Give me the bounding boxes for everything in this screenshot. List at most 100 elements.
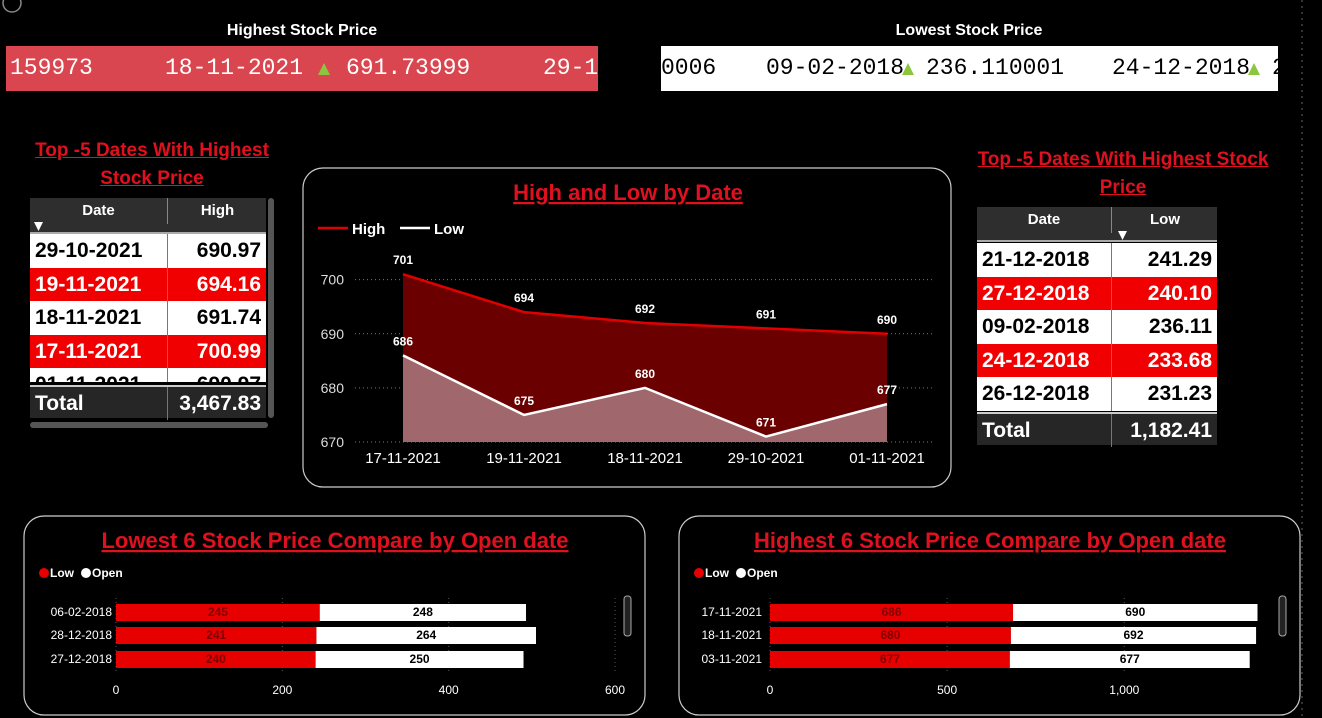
bar [1013, 604, 1258, 621]
column-header: High [167, 198, 267, 224]
data-label: 701 [393, 253, 413, 267]
line [402, 354, 888, 438]
table-cell: 241.29 [1111, 243, 1217, 277]
bar [116, 604, 320, 621]
scrollbar [623, 595, 632, 637]
chart-frame [302, 167, 952, 488]
y-tick-label: 17-11-2021 [702, 605, 763, 619]
column-header: Low [1111, 207, 1218, 233]
bar [1010, 627, 1257, 644]
y-tick-label: 680 [321, 380, 345, 396]
arrow-icon [1118, 231, 1127, 240]
x-tick-label: 200 [272, 683, 292, 697]
data-label: 671 [756, 416, 776, 430]
y-tick-label: 700 [321, 272, 345, 288]
ticker-item: 0006 [661, 55, 717, 81]
ticker: 159973 18-11-2021 691.73999 29-1 [6, 46, 598, 91]
legend-label: Low [434, 221, 464, 238]
bar [319, 604, 527, 621]
ticker-item: 2 [1272, 55, 1278, 81]
arrow [34, 222, 43, 231]
data-label: 692 [635, 302, 655, 316]
table-cell: 694.16 [167, 267, 266, 302]
ticker-item: 24-12-2018 [1112, 55, 1251, 81]
table-body: 21-12-2018 241.29 27-12-2018 240.10 09-02-20… [977, 243, 1217, 411]
total-cell: 1,182.41 [1111, 414, 1217, 447]
table-cell: 09-02-2018 [977, 310, 1111, 344]
arrow [1118, 231, 1127, 240]
table-cell: 24-12-2018 [977, 343, 1111, 378]
y-tick-label: 06-02-2018 [51, 605, 113, 619]
data-label: 677 [880, 652, 900, 666]
table-cell: 01-11-2021 [30, 368, 167, 382]
back-icon[interactable] [2, 0, 22, 13]
data-label: 686 [882, 605, 902, 619]
table-cell: 27-12-2018 [977, 276, 1111, 311]
total-cell: 3,467.83 [167, 387, 266, 420]
bar [770, 651, 1010, 668]
data-label: 240 [206, 652, 226, 666]
table-cell: 231.23 [1111, 377, 1217, 411]
ticker-item: 159973 [10, 55, 93, 81]
legend-swatch [39, 568, 49, 578]
x-tick-label: 500 [937, 683, 957, 697]
data-label: 675 [514, 394, 534, 408]
ticker-title: Highest Stock Price [226, 22, 378, 39]
x-tick-label: 0 [767, 683, 774, 697]
table-cell: 18-11-2021 [30, 301, 167, 335]
table-total: Total 1,182.41 [977, 412, 1217, 447]
ticker: 0006 09-02-2018 236.110001 24-12-2018 2 [661, 46, 1278, 91]
chart-title: Lowest 6 Stock Price Compare by Open dat… [101, 528, 568, 553]
table-cell: 19-11-2021 [30, 267, 167, 302]
column-header: Date [82, 202, 115, 219]
legend-label: Open [92, 566, 123, 580]
chart-title: High and Low by Date [513, 180, 743, 205]
x-tick-label: 600 [605, 683, 625, 697]
ticker-item: 236.110001 [926, 55, 1065, 81]
line [402, 273, 888, 336]
data-label: 680 [635, 367, 655, 381]
table-cell: 17-11-2021 [30, 334, 167, 369]
x-tick-label: 17-11-2021 [365, 450, 441, 467]
x-tick-label: 18-11-2021 [607, 450, 683, 467]
arrow [318, 63, 330, 75]
table-cell: 26-12-2018 [977, 377, 1111, 411]
table-cell: 690.97 [167, 234, 266, 268]
y-tick-label: 27-12-2018 [51, 652, 113, 666]
table-cell: 691.74 [167, 301, 266, 335]
data-label: 691 [756, 307, 776, 321]
area [403, 274, 887, 442]
x-tick-label: 19-11-2021 [486, 450, 562, 467]
arrow [902, 63, 914, 75]
table-cell: 236.11 [1111, 310, 1217, 344]
data-label: 241 [206, 628, 226, 642]
table-cell: 21-12-2018 [977, 243, 1111, 277]
scrollbar [1278, 595, 1287, 637]
data-label: 248 [413, 605, 433, 619]
data-label: 677 [1120, 652, 1140, 666]
table-header: Date High [30, 198, 266, 234]
bar [116, 651, 316, 668]
ticker-item: 29-1 [543, 55, 598, 81]
bar [316, 627, 536, 644]
arrow-icon [318, 63, 330, 75]
data-label: 250 [410, 652, 430, 666]
y-tick-label: 18-11-2021 [702, 628, 763, 642]
ticker-item: 691.73999 [346, 55, 471, 81]
bar [770, 627, 1011, 644]
legend-swatch [81, 568, 91, 578]
table-cell: 233.68 [1111, 343, 1217, 378]
arrow-icon [1248, 63, 1260, 75]
total-cell: Total [35, 392, 84, 415]
arrow [1248, 63, 1260, 75]
bar [1009, 651, 1250, 668]
table-header: Date Low [977, 207, 1217, 242]
bar [770, 604, 1014, 621]
legend-label: High [352, 221, 385, 238]
data-label: 690 [1125, 605, 1145, 619]
ticker-title: Lowest Stock Price [895, 22, 1043, 39]
table-title: Top -5 Dates With Highest Stock Price [35, 140, 269, 189]
legend-swatch [694, 568, 704, 578]
